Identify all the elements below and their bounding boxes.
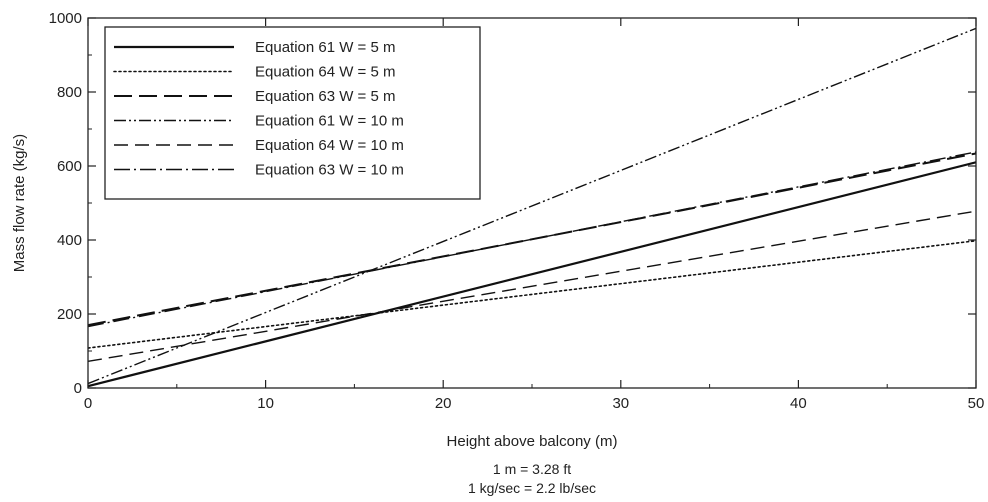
legend-entries: Equation 61 W = 5 m Equation 64 W = 5 m Eq…: [113, 39, 404, 179]
y-tick-label: 400: [57, 232, 82, 249]
series-line-equation-61-w-10-m: [88, 27, 976, 385]
x-tick-label: 10: [257, 395, 274, 412]
legend-label-equation-61-w-10-m: Equation 61 W = 10 m: [255, 113, 404, 130]
ticks-layer: 0 10 20 30 40 50 0 200 400 600 800 1000: [49, 10, 985, 412]
legend: Equation 61 W = 5 m Equation 64 W = 5 m Eq…: [104, 26, 481, 200]
y-tick-label: 600: [57, 158, 82, 175]
legend-label-equation-61-w-5-m: Equation 61 W = 5 m: [255, 39, 396, 56]
x-tick-label: 0: [84, 395, 92, 412]
y-tick-label: 0: [74, 380, 82, 397]
x-tick-label: 50: [968, 395, 985, 412]
y-axis-title: Mass flow rate (kg/s): [11, 134, 28, 272]
series-line-equation-64-w-10-m: [88, 210, 976, 363]
series-line-equation-63-w-10-m: [88, 151, 976, 328]
series-layer: [88, 27, 976, 388]
y-tick-label: 200: [57, 306, 82, 323]
x-tick-label: 30: [612, 395, 629, 412]
legend-label-equation-64-w-5-m: Equation 64 W = 5 m: [255, 64, 396, 81]
conversion-note-length: 1 m = 3.28 ft: [493, 461, 571, 477]
x-axis-title: Height above balcony (m): [447, 433, 618, 450]
legend-label-equation-63-w-10-m: Equation 63 W = 10 m: [255, 162, 404, 179]
x-tick-label: 20: [435, 395, 452, 412]
x-tick-label: 40: [790, 395, 807, 412]
conversion-note-flow: 1 kg/sec = 2.2 lb/sec: [468, 480, 596, 496]
y-tick-label: 1000: [49, 10, 82, 27]
series-line-equation-64-w-5-m: [88, 239, 976, 349]
legend-label-equation-64-w-10-m: Equation 64 W = 10 m: [255, 137, 404, 154]
legend-label-equation-63-w-5-m: Equation 63 W = 5 m: [255, 88, 396, 105]
legend-box: [104, 26, 481, 200]
y-tick-label: 800: [57, 84, 82, 101]
series-line-equation-61-w-5-m: [88, 161, 976, 388]
